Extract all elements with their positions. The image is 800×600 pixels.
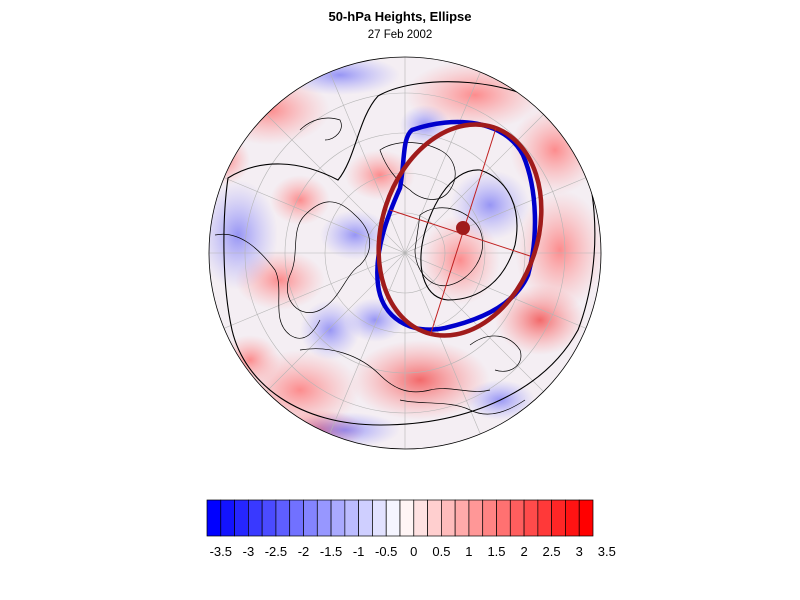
colorbar-box <box>275 499 291 537</box>
colorbar-box <box>234 499 249 537</box>
colorbar-box <box>261 499 277 537</box>
colorbar-tick-label: -3 <box>243 544 255 559</box>
height-contours <box>223 81 596 426</box>
colorbar-box <box>551 499 566 537</box>
ellipse-center-marker <box>456 221 470 235</box>
polar-map <box>208 56 602 450</box>
colorbar-box <box>454 499 470 537</box>
colorbar-box <box>303 499 318 537</box>
colorbar-tick-label: -1 <box>353 544 365 559</box>
colorbar-box <box>220 499 235 537</box>
colorbar-ticks: -3.5 -3 -2.5 -2 -1.5 -1 -0.5 0 0.5 1 1.5 2 2.5 3 3.5 <box>210 544 616 559</box>
colorbar-box <box>399 499 415 537</box>
colorbar-tick-label: -2.5 <box>265 544 287 559</box>
colorbar-box <box>482 499 497 537</box>
colorbar-box <box>248 499 263 537</box>
colorbar-box <box>523 499 539 537</box>
colorbar-box <box>385 499 401 537</box>
colorbar-tick-label: -1.5 <box>320 544 342 559</box>
colorbar-box <box>316 499 332 537</box>
colorbar-box <box>358 499 373 537</box>
colorbar-box <box>372 499 387 537</box>
blue-contour-ellipse <box>375 119 538 332</box>
colorbar-tick-label: 2.5 <box>543 544 561 559</box>
fitted-ellipse <box>376 122 544 338</box>
colorbar-box <box>565 499 580 537</box>
colorbar-box <box>413 499 428 537</box>
map-title: 50-hPa Heights, Ellipse <box>328 9 472 24</box>
colorbar-box <box>509 499 525 537</box>
colorbar-box <box>468 499 484 537</box>
graticule <box>209 57 601 449</box>
colorbar-box <box>441 499 456 537</box>
colorbar-box <box>330 499 346 537</box>
colorbar-boxes <box>206 499 594 537</box>
colorbar-tick-label: 1 <box>465 544 472 559</box>
colorbar-tick-label: 0 <box>410 544 417 559</box>
map-date: 27 Feb 2002 <box>367 29 433 41</box>
map-boundary <box>208 56 602 450</box>
colorbar-tick-label: -2 <box>298 544 310 559</box>
colorbar-tick-label: 3 <box>576 544 583 559</box>
colorbar-tick-label: -3.5 <box>210 544 232 559</box>
colorbar-box <box>427 499 442 537</box>
colorbar-box <box>344 499 359 537</box>
colorbar-box <box>578 499 594 537</box>
colorbar-box <box>289 499 304 537</box>
colorbar-tick-label: -0.5 <box>375 544 397 559</box>
colorbar-tick-label: 0.5 <box>432 544 450 559</box>
colorbar-tick-label: 1.5 <box>487 544 505 559</box>
colorbar-box <box>206 499 222 537</box>
colorbar-tick-label: 3.5 <box>598 544 616 559</box>
colorbar-box <box>496 499 511 537</box>
colorbar-tick-label: 2 <box>520 544 527 559</box>
colorbar-box <box>537 499 552 537</box>
